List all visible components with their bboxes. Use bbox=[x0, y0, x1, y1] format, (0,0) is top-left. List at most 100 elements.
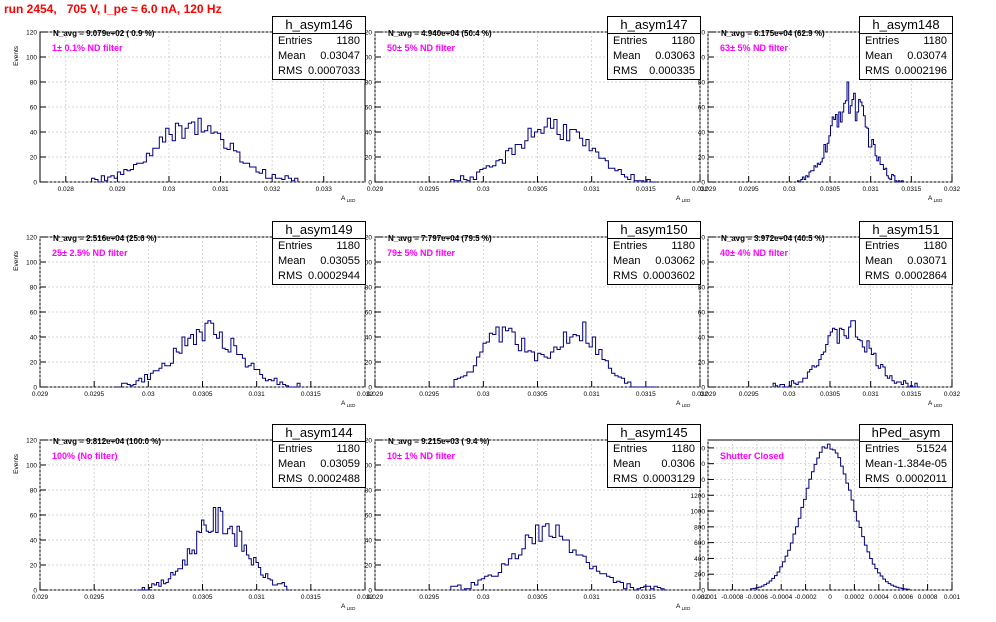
stat-label: Mean bbox=[613, 50, 641, 62]
stat-box: h_asym149 Entries 1180 Mean 0.03055 RMS 0.0002… bbox=[272, 221, 366, 285]
x-tick-label: 0.0315 bbox=[901, 391, 921, 398]
y-tick-label: 80 bbox=[30, 80, 38, 87]
stat-value: 1180 bbox=[671, 35, 695, 47]
navg-summary: N_avg = 2.516e+04 (25.6 %) bbox=[53, 234, 157, 243]
stat-row-rms: RMS 0.0002488 bbox=[273, 472, 365, 487]
x-tick-label: 0.03 bbox=[142, 594, 155, 601]
filter-annotation: 10± 1% ND filter bbox=[387, 451, 455, 461]
stat-label: Mean bbox=[278, 255, 306, 267]
stat-box: hPed_asym Entries 51524 Mean -1.384e-05 RMS 0.… bbox=[859, 424, 953, 488]
stat-row-mean: Mean -1.384e-05 bbox=[860, 457, 952, 472]
y-axis-title: Events bbox=[13, 250, 20, 271]
histogram-line bbox=[450, 523, 668, 591]
stat-box-title: hPed_asym bbox=[860, 425, 952, 442]
stat-label: Entries bbox=[278, 443, 313, 455]
x-tick-label: 0.0315 bbox=[301, 391, 321, 398]
y-tick-label: 600 bbox=[694, 540, 705, 547]
y-tick-label: 100 bbox=[361, 260, 372, 267]
stat-row-mean: Mean 0.03062 bbox=[608, 254, 700, 269]
x-tick-label: 0.0305 bbox=[528, 186, 548, 193]
stat-label: Entries bbox=[865, 35, 900, 47]
stat-label: RMS bbox=[865, 473, 890, 485]
stat-row-entries: Entries 1180 bbox=[273, 34, 365, 49]
x-tick-label: 0.029 bbox=[109, 186, 126, 193]
y-tick-label: 80 bbox=[30, 285, 38, 292]
y-tick-label: 0 bbox=[368, 180, 372, 187]
navg-summary: N_avg = 7.797e+04 (79.5 %) bbox=[388, 234, 492, 243]
stat-label: Mean bbox=[613, 255, 641, 267]
stat-row-entries: Entries 1180 bbox=[273, 442, 365, 457]
x-tick-label: -0.0002 bbox=[795, 594, 817, 601]
stat-box-title: h_asym147 bbox=[608, 17, 700, 34]
x-tick-label: 0.031 bbox=[584, 186, 601, 193]
x-tick-label: 0.0315 bbox=[636, 594, 656, 601]
filter-annotation: Shutter Closed bbox=[720, 451, 784, 461]
x-tick-label: 0.032 bbox=[357, 391, 374, 398]
y-tick-label: 80 bbox=[30, 488, 38, 495]
stat-row-entries: Entries 1180 bbox=[608, 239, 700, 254]
x-tick-label: 0.0004 bbox=[869, 594, 889, 601]
y-tick-label: 40 bbox=[698, 130, 706, 137]
x-axis-title: A LED bbox=[341, 195, 356, 203]
stat-label: RMS bbox=[278, 270, 303, 282]
y-tick-label: 20 bbox=[365, 563, 373, 570]
y-tick-label: 40 bbox=[30, 130, 38, 137]
x-tick-label: 0.0305 bbox=[528, 594, 548, 601]
y-tick-label: 60 bbox=[698, 310, 706, 317]
y-tick-label: 20 bbox=[30, 155, 38, 162]
y-tick-label: 100 bbox=[361, 55, 372, 62]
y-tick-label: 120 bbox=[361, 438, 372, 445]
x-tick-label: 0.0008 bbox=[918, 594, 938, 601]
stat-value: 1180 bbox=[336, 443, 360, 455]
stat-value: 1180 bbox=[336, 240, 360, 252]
y-tick-label: 100 bbox=[26, 55, 37, 62]
stat-value: 0.03055 bbox=[320, 255, 360, 267]
stat-value: 0.0002864 bbox=[895, 270, 947, 282]
x-tick-label: 0.03 bbox=[783, 391, 796, 398]
stat-label: Entries bbox=[865, 240, 900, 252]
stat-row-mean: Mean 0.03055 bbox=[273, 254, 365, 269]
x-tick-label: 0.029 bbox=[32, 594, 49, 601]
y-tick-label: 40 bbox=[30, 335, 38, 342]
stat-box-title: h_asym150 bbox=[608, 222, 700, 239]
stat-value: 1180 bbox=[923, 35, 947, 47]
y-tick-label: 80 bbox=[365, 488, 373, 495]
x-tick-label: 0.0315 bbox=[301, 594, 321, 601]
stat-value: 1180 bbox=[923, 240, 947, 252]
x-tick-label: 0.0315 bbox=[636, 186, 656, 193]
y-tick-label: 0 bbox=[701, 385, 705, 392]
y-tick-label: 120 bbox=[26, 438, 37, 445]
y-tick-label: 20 bbox=[30, 360, 38, 367]
x-tick-label: 0.0295 bbox=[419, 391, 439, 398]
y-tick-label: 120 bbox=[26, 235, 37, 242]
stat-row-entries: Entries 1180 bbox=[608, 34, 700, 49]
x-tick-label: 0.031 bbox=[863, 391, 880, 398]
stat-value: 0.03047 bbox=[320, 50, 360, 62]
x-tick-label: 0.029 bbox=[700, 186, 717, 193]
y-tick-label: 60 bbox=[30, 513, 38, 520]
x-tick-label: 0.0295 bbox=[84, 391, 104, 398]
y-tick-label: 0 bbox=[701, 180, 705, 187]
stat-box: h_asym144 Entries 1180 Mean 0.03059 RMS 0.0002… bbox=[272, 424, 366, 488]
filter-annotation: 25± 2.5% ND filter bbox=[52, 248, 128, 258]
filter-annotation: 40± 4% ND filter bbox=[720, 248, 788, 258]
x-tick-label: 0.03 bbox=[142, 391, 155, 398]
stat-label: RMS bbox=[613, 473, 638, 485]
y-tick-label: 80 bbox=[698, 285, 706, 292]
x-tick-label: 0.0305 bbox=[193, 594, 213, 601]
stat-box: h_asym151 Entries 1180 Mean 0.03071 RMS 0.0002… bbox=[859, 221, 953, 285]
histogram-line bbox=[750, 443, 910, 590]
navg-summary: N_avg = 9.215e+03 ( 9.4 %) bbox=[388, 437, 490, 446]
histogram-line bbox=[115, 320, 301, 388]
y-tick-label: 20 bbox=[30, 563, 38, 570]
y-tick-label: 40 bbox=[698, 335, 706, 342]
filter-annotation: 79± 5% ND filter bbox=[387, 248, 455, 258]
stat-label: Entries bbox=[865, 443, 900, 455]
stat-row-rms: RMS 0.0003602 bbox=[608, 269, 700, 284]
x-tick-label: 0.032 bbox=[357, 594, 374, 601]
stat-box: h_asym147 Entries 1180 Mean 0.03063 RMS 0.0003… bbox=[607, 16, 701, 80]
stat-value: 0.0007033 bbox=[308, 65, 360, 77]
stat-row-mean: Mean 0.0306 bbox=[608, 457, 700, 472]
y-tick-label: 60 bbox=[365, 310, 373, 317]
x-tick-label: 0.032 bbox=[692, 186, 709, 193]
